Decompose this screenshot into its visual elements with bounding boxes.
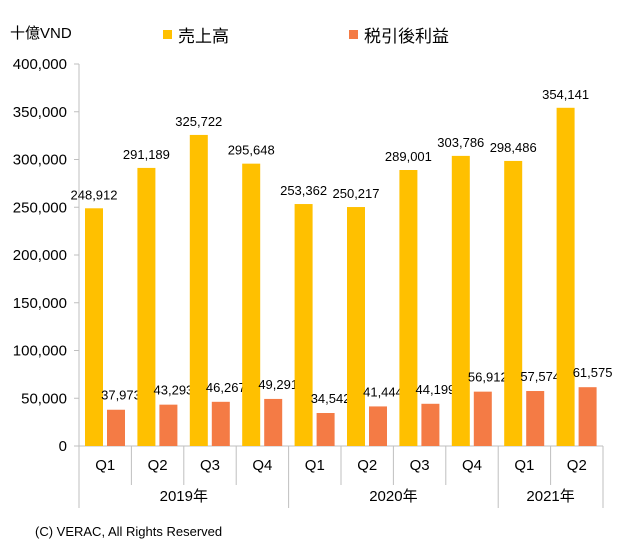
legend-swatch-revenue (163, 30, 172, 39)
bar-profit (473, 391, 492, 446)
y-tick-label: 350,000 (13, 104, 67, 121)
data-label-revenue: 253,362 (280, 183, 327, 198)
data-label-revenue: 248,912 (71, 187, 118, 202)
bar-profit (578, 387, 597, 446)
quarter-label: Q3 (410, 457, 430, 474)
y-tick-label: 250,000 (13, 199, 67, 216)
data-label-revenue: 298,486 (490, 140, 537, 155)
unit-label: 十億VND (10, 25, 72, 42)
data-label-profit: 57,574 (520, 369, 560, 384)
bar-revenue (85, 208, 103, 446)
y-tick-label: 300,000 (13, 152, 67, 169)
bar-revenue (399, 170, 418, 447)
quarter-label: Q1 (95, 457, 115, 474)
bar-revenue (347, 207, 365, 446)
copyright-text: (C) VERAC, All Rights Reserved (35, 524, 223, 539)
data-label-profit: 41,444 (363, 384, 403, 399)
bar-revenue (137, 167, 156, 447)
bar-revenue (451, 155, 470, 446)
y-tick-label: 200,000 (13, 247, 67, 264)
data-label-profit: 37,973 (101, 388, 141, 403)
year-label: 2021年 (526, 488, 574, 505)
legend-item-revenue: 売上高 (163, 22, 229, 47)
data-label-profit: 43,293 (154, 383, 194, 398)
y-tick-label: 400,000 (13, 56, 67, 73)
bar-revenue (242, 163, 261, 446)
data-label-profit: 61,575 (573, 365, 613, 380)
data-label-revenue: 250,217 (333, 186, 380, 201)
bar-revenue (556, 107, 575, 446)
data-label-profit: 56,912 (468, 370, 508, 385)
bar-revenue (189, 134, 208, 446)
data-label-revenue: 295,648 (228, 143, 275, 158)
y-tick-label: 150,000 (13, 295, 67, 312)
legend-label-profit: 税引後利益 (364, 27, 449, 46)
legend-item-profit: 税引後利益 (349, 22, 449, 47)
y-tick-label: 100,000 (13, 343, 67, 360)
data-label-revenue: 325,722 (175, 114, 222, 129)
data-label-revenue: 291,189 (123, 147, 170, 162)
y-tick-label: 0 (59, 438, 67, 455)
data-label-profit: 46,267 (206, 380, 246, 395)
quarter-label: Q2 (148, 457, 168, 474)
bar-profit (421, 403, 440, 446)
bar-profit (211, 401, 230, 446)
quarter-label: Q2 (567, 457, 587, 474)
bar-profit (159, 404, 178, 446)
data-label-profit: 49,291 (258, 377, 298, 392)
quarter-label: Q1 (514, 457, 534, 474)
quarter-label: Q4 (252, 457, 272, 474)
bar-revenue (504, 160, 523, 447)
bar-profit (316, 413, 335, 446)
bar-profit (264, 398, 283, 446)
data-label-revenue: 289,001 (385, 149, 432, 164)
data-label-revenue: 303,786 (437, 135, 484, 150)
bar-profit (107, 409, 125, 446)
bar-profit (369, 406, 387, 446)
legend-swatch-profit (349, 30, 358, 39)
quarter-label: Q1 (305, 457, 325, 474)
data-label-revenue: 354,141 (542, 87, 589, 102)
bar-profit (526, 391, 545, 446)
y-tick-label: 50,000 (21, 390, 67, 407)
year-label: 2020年 (369, 488, 417, 505)
data-label-profit: 44,199 (416, 382, 456, 397)
year-label: 2019年 (160, 488, 208, 505)
quarter-label: Q2 (357, 457, 377, 474)
quarter-label: Q3 (200, 457, 220, 474)
quarter-label: Q4 (462, 457, 482, 474)
data-label-profit: 34,542 (311, 391, 351, 406)
bar-revenue (294, 204, 313, 446)
legend-label-revenue: 売上高 (178, 27, 229, 46)
